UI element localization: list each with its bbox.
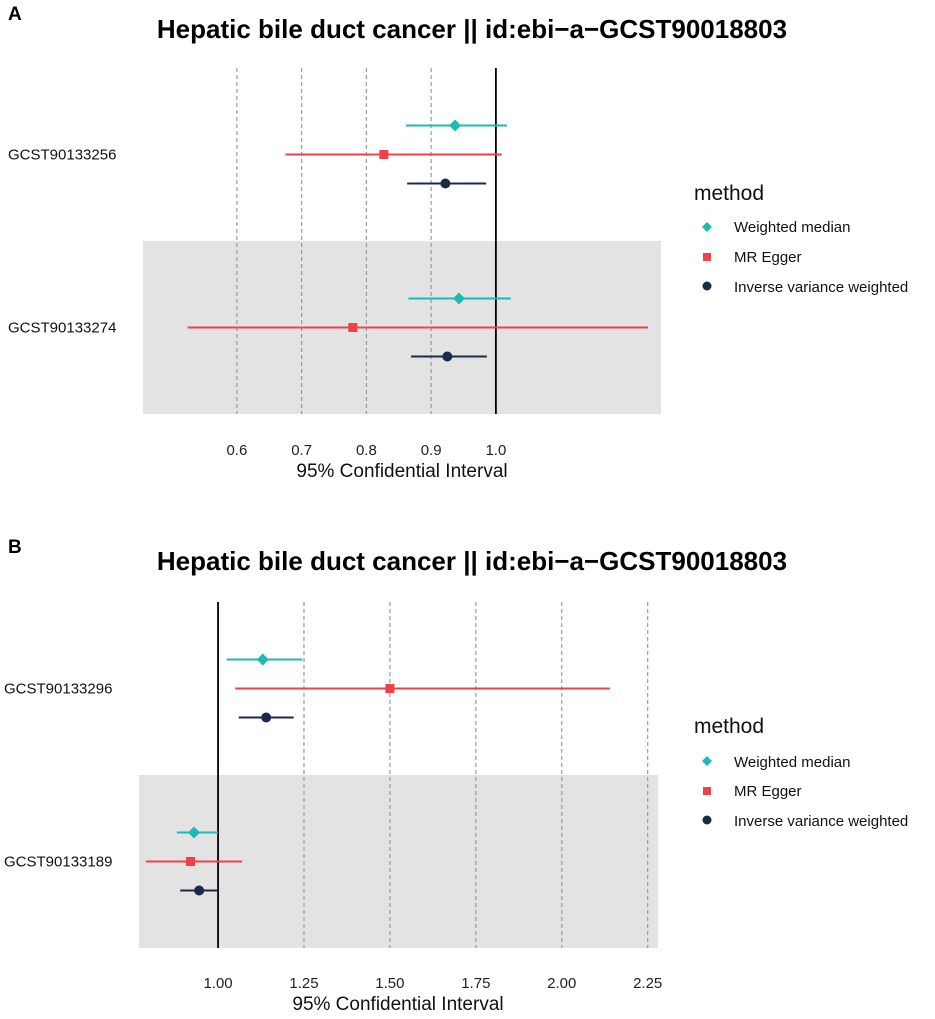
legend-key-circle — [702, 815, 712, 825]
point-marker — [385, 684, 395, 693]
point-marker — [449, 119, 462, 132]
legend-entry-inverse-variance-weighted: Inverse variance weighted — [702, 279, 908, 296]
legend-entry-weighted-median: Weighted median — [702, 754, 850, 771]
category-label: GCST90133274 — [8, 320, 116, 337]
legend-entry-weighted-median: Weighted median — [702, 219, 850, 236]
estimate-weighted-median — [405, 119, 507, 132]
plot-area: 0.6 0.7 0.8 0.9 1.0 GCST90133256 GCST90133274 — [8, 68, 661, 459]
estimate-inverse-variance-weighted — [407, 178, 487, 189]
x-tick-label: 1.0 — [485, 442, 506, 459]
legend-key-square — [703, 253, 711, 261]
x-tick-label: 1.75 — [461, 975, 490, 992]
plot-area: 1.00 1.25 1.50 1.75 2.00 2.25 GCST90133296 GCST… — [4, 602, 662, 992]
legend-label: MR Egger — [734, 249, 802, 266]
legend: method Weighted median MR Egger Inverse … — [694, 715, 908, 830]
estimate-weighted-median — [408, 292, 511, 305]
category-label: GCST90133256 — [8, 147, 116, 164]
legend-label: Inverse variance weighted — [734, 279, 908, 296]
point-marker — [442, 351, 453, 362]
point-marker — [256, 653, 269, 666]
estimate-inverse-variance-weighted — [180, 885, 219, 896]
legend-key-diamond — [702, 222, 712, 232]
estimate-mr-egger — [235, 684, 610, 693]
panel-b: B Hepatic bile duct cancer || id:ebi−a−G… — [4, 537, 908, 1015]
x-axis-label: 95% Confidential Interval — [292, 994, 503, 1015]
legend-title: method — [694, 715, 764, 738]
x-tick-label: 0.8 — [356, 442, 377, 459]
point-marker — [187, 826, 200, 839]
x-tick-label: 1.00 — [203, 975, 232, 992]
point-marker — [440, 178, 451, 189]
estimate-weighted-median — [176, 826, 219, 839]
category-label: GCST90133296 — [4, 681, 112, 698]
legend-label: Weighted median — [734, 219, 850, 236]
estimate-mr-egger — [285, 150, 502, 159]
legend: method Weighted median MR Egger Inverse … — [694, 182, 908, 296]
estimate-inverse-variance-weighted — [411, 351, 487, 362]
x-tick-label: 2.25 — [633, 975, 662, 992]
legend-entry-inverse-variance-weighted: Inverse variance weighted — [702, 813, 908, 830]
legend-label: Inverse variance weighted — [734, 813, 908, 830]
chart-title: Hepatic bile duct cancer || id:ebi−a−GCS… — [157, 546, 787, 576]
panel-a: A Hepatic bile duct cancer || id:ebi−a−G… — [8, 4, 908, 482]
legend-label: MR Egger — [734, 783, 802, 800]
legend-key-circle — [702, 281, 712, 291]
estimate-inverse-variance-weighted — [238, 712, 294, 723]
x-tick-label: 1.25 — [289, 975, 318, 992]
legend-entry-mr-egger: MR Egger — [703, 249, 802, 266]
legend-title: method — [694, 182, 764, 205]
legend-entry-mr-egger: MR Egger — [703, 783, 802, 800]
point-marker — [379, 150, 389, 159]
estimate-mr-egger — [187, 323, 649, 332]
x-axis-label: 95% Confidential Interval — [296, 461, 507, 482]
x-tick-label: 0.9 — [421, 442, 442, 459]
chart-title: Hepatic bile duct cancer || id:ebi−a−GCS… — [157, 14, 787, 44]
point-marker — [348, 323, 358, 332]
x-tick-label: 2.00 — [547, 975, 576, 992]
legend-key-square — [703, 787, 711, 795]
legend-label: Weighted median — [734, 754, 850, 771]
point-marker — [261, 712, 272, 723]
estimate-weighted-median — [226, 653, 303, 666]
panel-letter: A — [8, 4, 22, 25]
point-marker — [452, 292, 465, 305]
point-marker — [186, 857, 196, 866]
point-marker — [194, 885, 205, 896]
panel-letter: B — [8, 537, 22, 558]
x-tick-label: 1.50 — [375, 975, 404, 992]
estimate-mr-egger — [145, 857, 243, 866]
x-tick-label: 0.6 — [226, 442, 247, 459]
x-tick-label: 0.7 — [291, 442, 312, 459]
category-label: GCST90133189 — [4, 854, 112, 871]
legend-key-diamond — [702, 756, 712, 766]
